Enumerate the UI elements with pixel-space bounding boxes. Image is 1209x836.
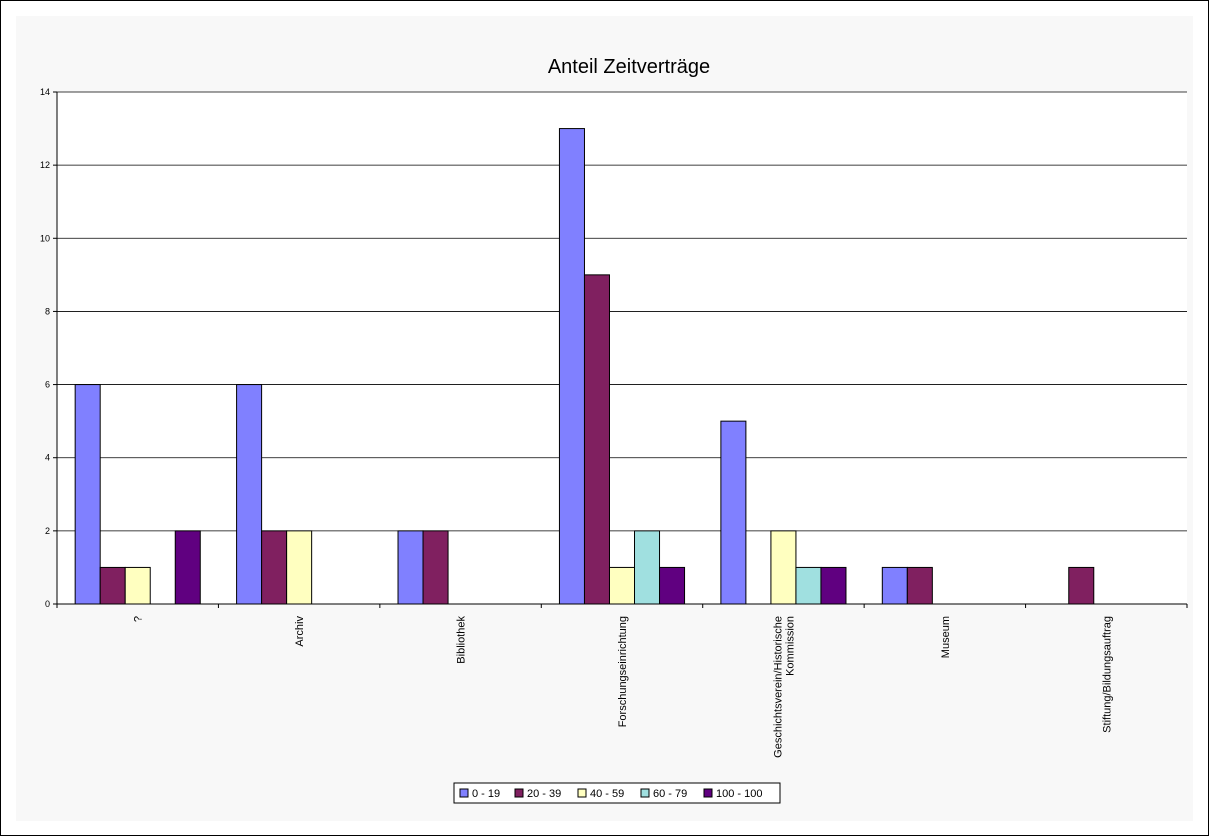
x-category-text-line: ?	[133, 616, 145, 622]
bar	[286, 530, 313, 605]
y-tick-label: 2	[45, 526, 50, 536]
bar	[422, 530, 449, 605]
x-category-text: Geschichtsverein/HistorischeKommission	[772, 616, 796, 758]
y-tick-label: 8	[45, 306, 50, 316]
x-category-text: Archiv	[294, 616, 306, 647]
chart-title: Anteil Zeitverträge	[548, 56, 710, 78]
legend-box	[453, 782, 781, 804]
x-category-text-line: Museum	[940, 616, 952, 658]
bar	[608, 566, 636, 605]
x-category-label: ?	[133, 616, 145, 622]
y-tick-label: 14	[40, 87, 50, 97]
legend-label: 40 - 59	[590, 788, 624, 800]
bar	[74, 384, 101, 605]
bar	[261, 530, 288, 605]
bar	[558, 128, 585, 605]
y-tick-label: 6	[45, 380, 50, 390]
y-tick-label: 4	[45, 453, 50, 463]
bar	[720, 420, 747, 605]
legend-swatch	[703, 788, 713, 798]
bar	[124, 566, 151, 605]
x-category-text-line: Stiftung/Bildungsauftrag	[1101, 616, 1113, 733]
bar	[174, 530, 201, 605]
bar	[906, 566, 933, 605]
x-category-label: Geschichtsverein/HistorischeKommission	[772, 616, 796, 758]
x-category-text: Stiftung/Bildungsauftrag	[1101, 616, 1113, 733]
legend-label: 100 - 100	[716, 788, 762, 800]
x-category-text-line: Bibliothek	[456, 616, 468, 664]
x-category-text: ?	[133, 616, 145, 622]
x-category-label: Bibliothek	[456, 616, 468, 664]
x-category-label: Stiftung/Bildungsauftrag	[1101, 616, 1113, 733]
y-tick-labels: 0 2 4 6 8 10 12 14	[40, 87, 50, 609]
legend: 0 - 19 20 - 39 40 - 59 60 - 79 100 - 100	[453, 782, 781, 804]
x-category-label: Archiv	[294, 616, 306, 647]
legend-swatch	[514, 788, 524, 798]
bar	[583, 274, 610, 605]
bar	[99, 566, 126, 605]
legend-label: 20 - 39	[527, 788, 561, 800]
x-category-labels: ? Archiv Bibliothek Forschungseinrichtung Ge…	[133, 616, 1114, 758]
x-category-label: Forschungseinrichtung	[617, 616, 629, 727]
legend-label: 0 - 19	[472, 788, 500, 800]
bar	[397, 530, 424, 605]
bar	[1068, 566, 1095, 605]
bars	[74, 128, 1095, 605]
axes	[53, 91, 1188, 608]
x-category-text: Museum	[940, 616, 952, 658]
legend-swatch	[459, 788, 469, 798]
x-category-text-line: Archiv	[294, 616, 306, 647]
y-tick-label: 10	[40, 233, 50, 243]
y-tick-label: 0	[45, 599, 50, 609]
bar	[236, 384, 263, 605]
bar	[820, 566, 847, 605]
legend-label: 60 - 79	[653, 788, 687, 800]
x-category-text-line: Forschungseinrichtung	[617, 616, 629, 727]
bar	[881, 566, 908, 605]
bar	[659, 566, 686, 605]
x-category-text-line: Geschichtsverein/Historische	[772, 616, 784, 758]
legend-swatch	[577, 788, 587, 798]
bar	[770, 530, 797, 605]
bar	[795, 566, 822, 605]
bar	[634, 530, 661, 605]
y-tick-label: 12	[40, 160, 50, 170]
x-category-label: Museum	[940, 616, 952, 658]
x-category-text: Bibliothek	[456, 616, 468, 664]
plot-area	[57, 92, 1187, 604]
x-category-text: Forschungseinrichtung	[617, 616, 629, 727]
x-category-text-line: Kommission	[784, 616, 796, 676]
legend-swatch	[640, 788, 650, 798]
